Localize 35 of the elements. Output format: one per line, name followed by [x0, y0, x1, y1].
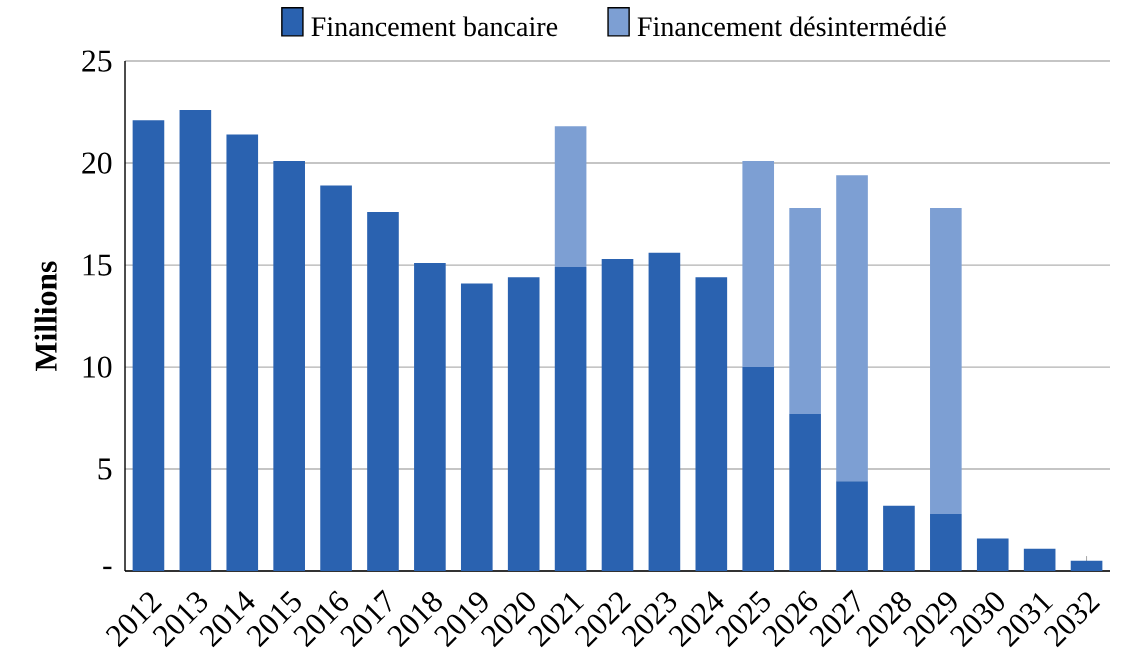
- bar: [930, 207, 962, 514]
- bar: [883, 505, 915, 572]
- y-tick-label: -: [103, 566, 112, 570]
- bar: [976, 538, 1009, 572]
- bar: [414, 263, 446, 572]
- bar: [132, 120, 165, 572]
- y-tick-label: 25: [82, 50, 112, 72]
- legend-label: Financement bancaire: [311, 16, 558, 37]
- y-tick-label: 20: [82, 152, 112, 174]
- bar: [460, 283, 493, 572]
- bar: [930, 513, 962, 572]
- bar: [601, 258, 634, 572]
- bar: [367, 212, 399, 572]
- bar: [648, 252, 681, 572]
- bar: [507, 277, 540, 572]
- bar: [695, 277, 728, 572]
- bar: [789, 413, 821, 572]
- bar: [742, 367, 775, 572]
- bar: [836, 175, 868, 482]
- bar: [273, 161, 305, 572]
- y-tick-label: 10: [83, 356, 112, 378]
- y-axis-title: Millions: [34, 261, 57, 371]
- y-tick-label: 5: [98, 458, 112, 480]
- bar: [179, 110, 212, 572]
- bar: [554, 267, 587, 572]
- bar: [742, 161, 775, 368]
- bar: [1023, 548, 1056, 572]
- bar: [1070, 560, 1103, 572]
- bar: [320, 185, 352, 572]
- bar: [554, 126, 587, 268]
- bar: [789, 207, 821, 414]
- y-tick-label: 15: [83, 254, 112, 276]
- bar: [226, 134, 259, 572]
- legend-label: Financement désintermédié: [637, 16, 946, 37]
- bar: [836, 481, 868, 572]
